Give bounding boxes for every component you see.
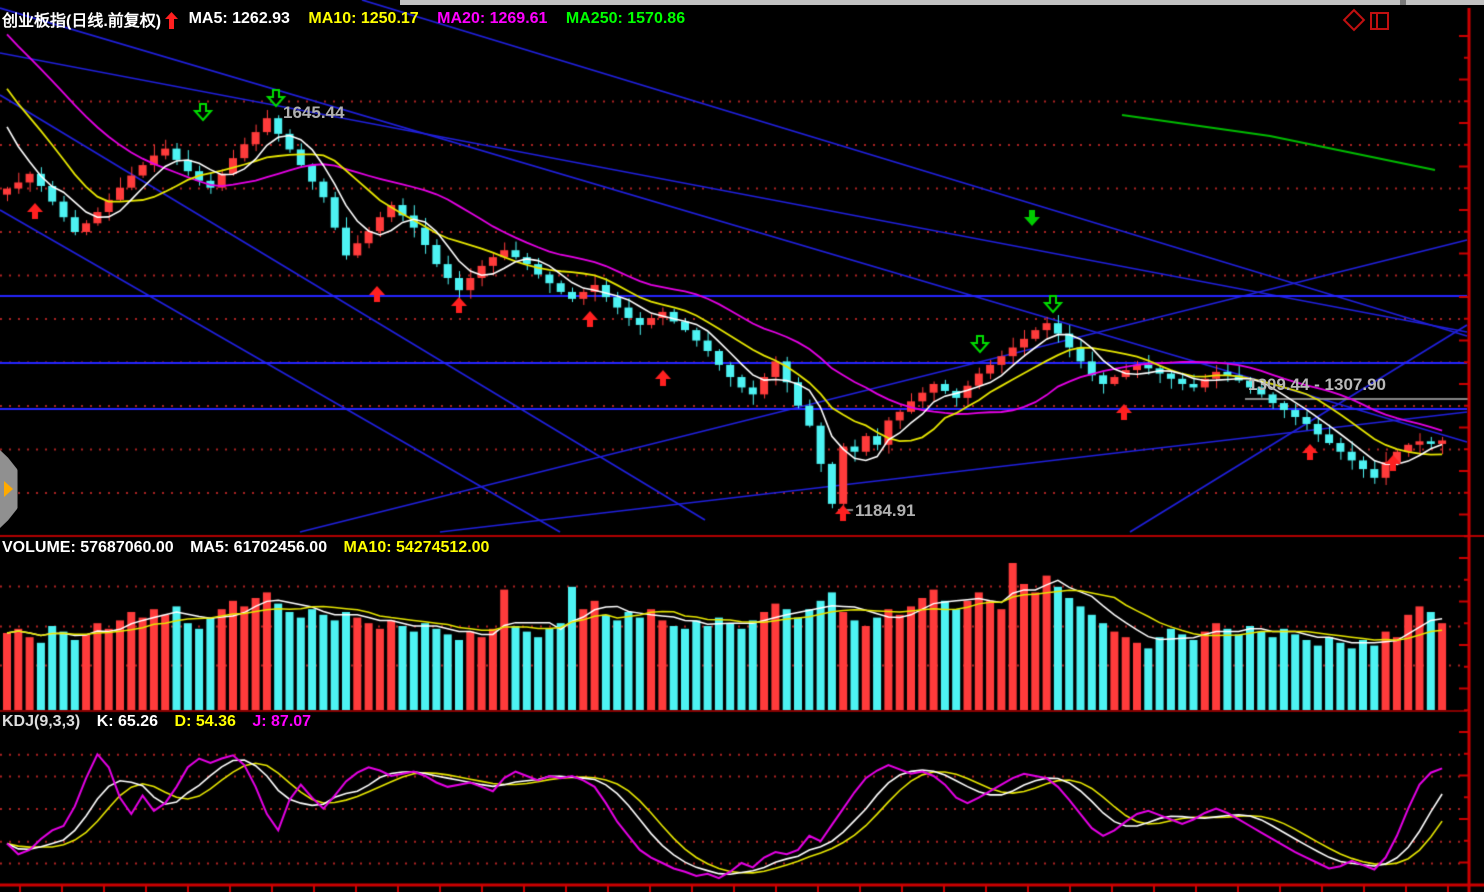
window-icon[interactable] [1370, 12, 1389, 30]
sidebar-toggle-arrow-icon [4, 481, 13, 497]
kdj-header: KDJ(9,3,3) K: 65.26 D: 54.36 J: 87.07 [2, 713, 323, 731]
instrument-title: 创业板指(日线.前复权) [2, 13, 162, 30]
volume-value: VOLUME: 57687060.00 [2, 539, 174, 556]
kdj-j-value: J: 87.07 [252, 713, 312, 730]
kdj-k-value: K: 65.26 [96, 713, 159, 730]
trough-annotation: 1184.91 [855, 501, 916, 520]
volume-header: VOLUME: 57687060.00 MA5: 61702456.00 MA1… [2, 539, 501, 557]
chart-header: 创业板指(日线.前复权) MA5: 1262.93 MA10: 1250.17 … [2, 7, 699, 30]
kdj-d-value: D: 54.36 [174, 713, 236, 730]
ma20-value: MA20: 1269.61 [437, 10, 548, 27]
sidebar-toggle[interactable] [0, 450, 18, 528]
range-annotation: 1309.44 - 1307.90 [1248, 375, 1387, 394]
volume-ma10-value: MA10: 54274512.00 [343, 539, 490, 556]
ma250-value: MA250: 1570.86 [565, 10, 686, 27]
title-strip [400, 0, 1484, 5]
ma10-value: MA10: 1250.17 [308, 10, 419, 27]
peak-annotation: 1645.44 [283, 103, 345, 122]
volume-ma5-value: MA5: 61702456.00 [190, 539, 328, 556]
ma5-value: MA5: 1262.93 [188, 10, 290, 27]
trend-up-arrow-icon [165, 11, 179, 29]
kdj-params: KDJ(9,3,3) [2, 713, 81, 730]
